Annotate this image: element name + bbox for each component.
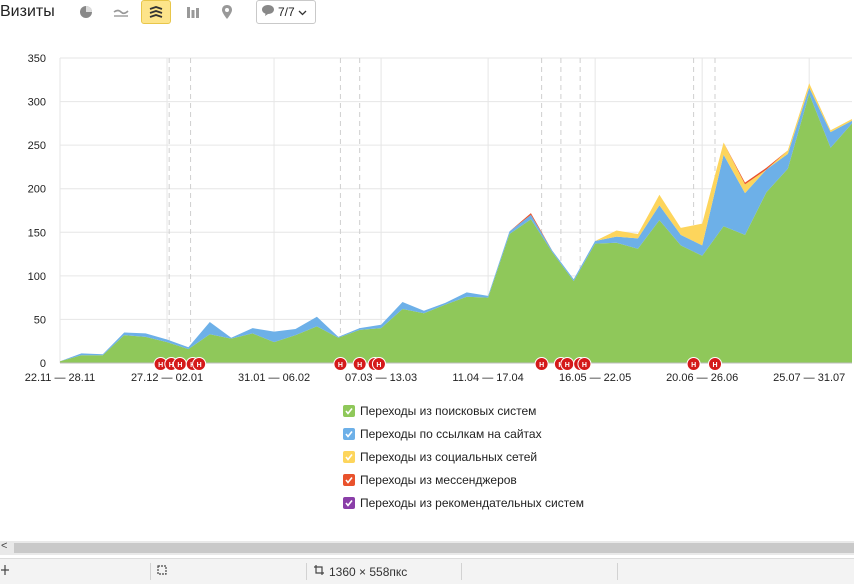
annotation-marker — [352, 357, 367, 371]
annotation-marker-label: Н — [582, 362, 587, 369]
move-icon — [0, 564, 10, 576]
checkbox-checked-icon[interactable] — [343, 450, 355, 463]
legend-item-social[interactable]: Переходы из социальных сетей — [343, 445, 584, 468]
chart-legend: Переходы из поисковых систем Переходы по… — [343, 399, 584, 514]
annotation-marker-label: Н — [169, 362, 174, 369]
comment-bubble-icon — [261, 4, 275, 20]
x-tick-label: 31.01 — 06.02 — [238, 372, 310, 384]
line-chart-icon[interactable] — [106, 0, 136, 24]
y-tick-label: 250 — [28, 140, 46, 152]
map-icon[interactable] — [212, 0, 242, 24]
image-size-indicator: 1360 × 558пкс — [313, 564, 407, 579]
pie-chart-icon[interactable] — [71, 0, 101, 24]
y-tick-label: 100 — [28, 271, 46, 283]
status-bar: 1360 × 558пкс — [0, 558, 854, 584]
column-chart-icon[interactable] — [178, 0, 208, 24]
checkbox-checked-icon[interactable] — [343, 496, 355, 509]
x-tick-label: 20.06 — 26.06 — [666, 372, 738, 384]
annotation-marker-label: Н — [691, 362, 696, 369]
annotation-marker-label: Н — [712, 362, 717, 369]
legend-label: Переходы по ссылкам на сайтах — [360, 426, 542, 441]
annotation-marker — [686, 357, 701, 371]
legend-item-messengers[interactable]: Переходы из мессенджеров — [343, 468, 584, 491]
annotation-marker — [708, 357, 723, 371]
y-tick-label: 200 — [28, 184, 46, 196]
x-tick-label: 11.04 — 17.04 — [452, 372, 523, 384]
annotation-marker — [192, 357, 207, 371]
dimensions-icon — [313, 564, 325, 579]
annotation-marker-label: Н — [197, 362, 202, 369]
annotation-marker-label: Н — [357, 362, 362, 369]
checkbox-checked-icon[interactable] — [343, 427, 355, 440]
stacked-area-icon[interactable] — [141, 0, 171, 24]
annotation-marker-label: Н — [158, 362, 163, 369]
status-divider — [617, 563, 618, 580]
legend-label: Переходы из поисковых систем — [360, 403, 537, 418]
x-tick-label: 27.12 — 02.01 — [131, 372, 203, 384]
annotation-marker-label: Н — [338, 362, 343, 369]
legend-label: Переходы из социальных сетей — [360, 449, 538, 464]
legend-label: Переходы из мессенджеров — [360, 472, 517, 487]
image-dimensions: 1360 × 558пкс — [329, 564, 408, 579]
status-divider — [150, 563, 151, 580]
y-tick-label: 0 — [40, 358, 46, 370]
annotation-marker-label: Н — [177, 362, 182, 369]
legend-item-search[interactable]: Переходы из поисковых систем — [343, 399, 584, 422]
x-tick-label: 16.05 — 22.05 — [559, 372, 631, 384]
annotation-marker — [371, 357, 386, 371]
series-area-0 — [60, 93, 852, 363]
page-title: Визиты — [0, 3, 55, 20]
x-tick-label: 07.03 — 13.03 — [345, 372, 417, 384]
annotation-marker-label: Н — [376, 362, 381, 369]
legend-label: Переходы из рекомендательных систем — [360, 495, 584, 510]
chart-toolbar: Визиты 7/7 — [0, 0, 854, 26]
x-tick-label: 22.11 — 28.11 — [25, 372, 96, 384]
checkbox-checked-icon[interactable] — [343, 473, 355, 486]
legend-item-links[interactable]: Переходы по ссылкам на сайтах — [343, 422, 584, 445]
horizontal-scrollbar[interactable]: < — [0, 540, 854, 555]
series-area-1 — [60, 87, 852, 362]
chevron-down-icon — [298, 5, 307, 19]
status-divider — [306, 563, 307, 580]
legend-item-recommendations[interactable]: Переходы из рекомендательных систем — [343, 491, 584, 514]
annotation-marker — [577, 357, 592, 371]
stacked-area-chart: 0 50 100 150 200 250 300 350 22.11 — 28.11 27.12 … — [25, 53, 852, 384]
y-tick-label: 350 — [28, 53, 46, 65]
checkbox-checked-icon[interactable] — [343, 404, 355, 417]
status-divider — [461, 563, 462, 580]
y-tick-label: 300 — [28, 97, 46, 109]
selection-icon — [156, 564, 168, 576]
comments-count: 7/7 — [278, 5, 295, 19]
comments-dropdown[interactable]: 7/7 — [256, 0, 316, 24]
y-tick-label: 50 — [34, 314, 46, 326]
annotation-marker — [534, 357, 549, 371]
x-tick-label: 25.07 — 31.07 — [773, 372, 845, 384]
annotation-marker-label: Н — [565, 362, 570, 369]
annotation-marker — [333, 357, 348, 371]
scroll-left-arrow-icon[interactable]: < — [1, 540, 8, 552]
annotation-marker-label: Н — [539, 362, 544, 369]
scrollbar-thumb[interactable] — [14, 543, 854, 553]
y-tick-label: 150 — [28, 227, 46, 239]
